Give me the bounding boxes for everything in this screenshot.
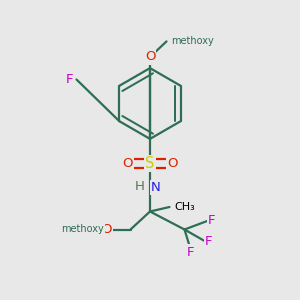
Text: F: F xyxy=(208,214,215,227)
Text: F: F xyxy=(66,73,74,86)
Text: O: O xyxy=(167,157,178,170)
Text: H: H xyxy=(135,179,144,193)
Text: O: O xyxy=(101,223,112,236)
Text: methoxy: methoxy xyxy=(61,224,104,235)
Text: methoxy: methoxy xyxy=(171,36,214,46)
Text: O: O xyxy=(145,50,155,64)
Text: O: O xyxy=(122,157,133,170)
Text: N: N xyxy=(151,181,161,194)
Text: F: F xyxy=(187,245,194,259)
Text: CH₃: CH₃ xyxy=(174,202,195,212)
Text: S: S xyxy=(145,156,155,171)
Text: F: F xyxy=(205,235,212,248)
